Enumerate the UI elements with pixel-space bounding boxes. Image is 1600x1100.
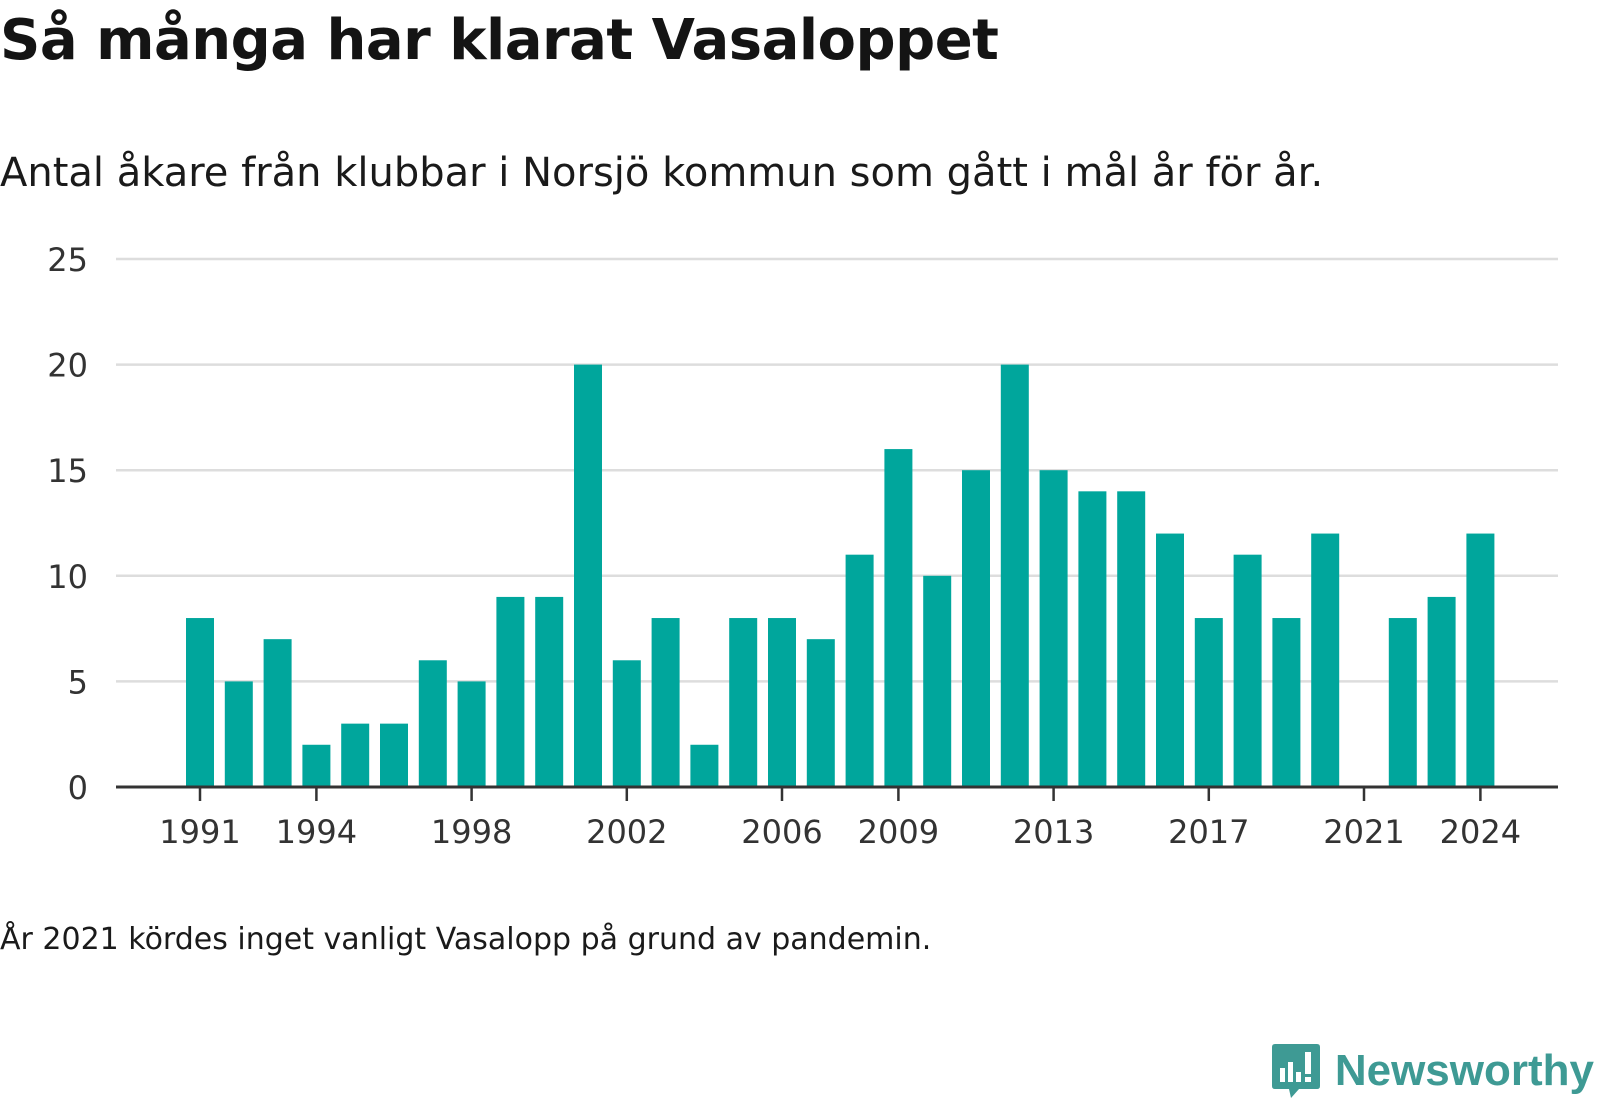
x-tick-label: 2009 <box>858 813 939 851</box>
bar-1998 <box>457 681 486 787</box>
bar-1997 <box>418 660 447 787</box>
bar-2005 <box>729 618 758 787</box>
bar-1992 <box>224 681 253 787</box>
x-tick-label: 1994 <box>276 813 357 851</box>
bar-2003 <box>651 618 680 787</box>
bar-2014 <box>1078 491 1107 787</box>
bar-1991 <box>186 618 214 787</box>
bar-1996 <box>380 723 408 787</box>
x-tick-label: 2002 <box>586 813 667 851</box>
bar-2008 <box>845 554 874 787</box>
chart-subtitle: Antal åkare från klubbar i Norsjö kommun… <box>0 150 1324 196</box>
bar-2015 <box>1117 491 1146 787</box>
newsworthy-icon <box>1271 1044 1320 1098</box>
bar-2024 <box>1466 533 1495 787</box>
bar-1994 <box>302 744 331 787</box>
brand-name: Newsworthy <box>1334 1046 1594 1095</box>
bar-2013 <box>1039 470 1068 787</box>
bar-2022 <box>1388 618 1417 787</box>
footnote: År 2021 kördes inget vanligt Vasalopp på… <box>0 922 932 957</box>
bar-2019 <box>1272 618 1301 787</box>
bar-2006 <box>768 618 796 787</box>
bar-1993 <box>263 639 292 787</box>
bars <box>186 364 1495 787</box>
chart-title: Så många har klarat Vasaloppet <box>0 8 999 73</box>
bar-2002 <box>612 660 641 787</box>
bar-2007 <box>806 639 835 787</box>
bar-2001 <box>574 364 602 787</box>
bar-2020 <box>1311 533 1340 787</box>
y-tick-label: 20 <box>47 347 88 385</box>
bar-2017 <box>1194 618 1223 787</box>
y-tick-label: 25 <box>47 241 88 279</box>
x-tick-label: 1998 <box>431 813 512 851</box>
bar-2004 <box>690 744 719 787</box>
bar-1995 <box>341 723 370 787</box>
bar-2010 <box>923 575 952 787</box>
y-tick-label: 15 <box>47 452 88 490</box>
y-axis-ticks: 0 5 10 15 20 25 <box>47 241 88 807</box>
bar-2009 <box>884 449 913 787</box>
x-axis-ticks: 1991 1994 1998 2002 2006 2009 2013 2017 2021 2024 <box>159 787 1521 851</box>
bar-chart: 0 5 10 15 20 25 1991 1994 1998 2002 2006 2009 2013 2… <box>47 241 1558 851</box>
bar-2012 <box>1000 364 1029 787</box>
x-tick-label: 2024 <box>1440 813 1521 851</box>
bar-1999 <box>496 596 525 787</box>
brand-logo: Newsworthy <box>1271 1042 1594 1100</box>
x-tick-label: 2017 <box>1168 813 1249 851</box>
x-tick-label: 2021 <box>1323 813 1404 851</box>
x-tick-label: 2013 <box>1013 813 1094 851</box>
gridlines <box>116 257 1558 683</box>
bar-2016 <box>1156 533 1184 787</box>
x-tick-label: 1991 <box>159 813 240 851</box>
x-tick-label: 2006 <box>741 813 822 851</box>
y-tick-label: 10 <box>47 558 88 596</box>
y-tick-label: 0 <box>68 769 88 807</box>
bar-2023 <box>1427 596 1456 787</box>
bar-2000 <box>535 596 564 787</box>
bar-2011 <box>962 470 990 787</box>
bar-2018 <box>1233 554 1262 787</box>
y-tick-label: 5 <box>68 663 88 701</box>
